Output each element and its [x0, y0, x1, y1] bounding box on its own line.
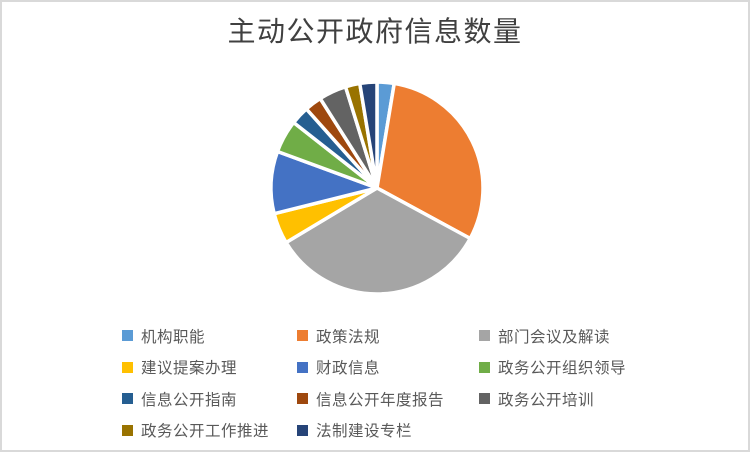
- legend-label: 政务公开组织领导: [498, 360, 627, 378]
- legend-swatch-icon: [122, 424, 133, 436]
- legend-item: 法制建设专栏: [297, 419, 479, 441]
- legend-item: 政务公开工作推进: [122, 419, 297, 441]
- legend-label: 信息公开指南: [141, 391, 238, 409]
- legend-label: 政务公开工作推进: [141, 423, 270, 441]
- legend-item: 政务公开培训: [479, 388, 737, 410]
- legend-swatch-icon: [122, 330, 133, 342]
- legend-swatch-icon: [297, 424, 308, 436]
- legend-swatch-icon: [479, 361, 490, 373]
- legend-item: 机构职能: [122, 325, 297, 347]
- legend-swatch-icon: [297, 361, 308, 373]
- legend: 机构职能 政策法规 部门会议及解读建议提案办理 财政信息 政务公开组织领导信息公开指南 信…: [122, 320, 737, 446]
- pie-slice-2: [284, 186, 472, 296]
- legend-item: 部门会议及解读: [479, 325, 737, 347]
- pie-slice-10: [358, 80, 379, 190]
- legend-label: 财政信息: [316, 360, 381, 378]
- legend-swatch-icon: [122, 361, 133, 373]
- legend-label: 信息公开年度报告: [316, 391, 445, 409]
- legend-item: 政务公开组织领导: [479, 356, 737, 378]
- pie-slice-1: [375, 81, 485, 241]
- legend-item: 财政信息: [297, 356, 479, 378]
- legend-label: 政策法规: [316, 328, 381, 346]
- legend-label: 法制建设专栏: [316, 423, 413, 441]
- legend-swatch-icon: [122, 393, 133, 405]
- chart-title: 主动公开政府信息数量: [227, 17, 523, 48]
- legend-item: 建议提案办理: [122, 356, 297, 378]
- legend-label: 机构职能: [141, 328, 206, 346]
- legend-item: 信息公开年度报告: [297, 388, 479, 410]
- legend-item: 信息公开指南: [122, 388, 297, 410]
- legend-swatch-icon: [479, 393, 490, 405]
- legend-label: 政务公开培训: [498, 391, 595, 409]
- legend-label: 部门会议及解读: [498, 328, 611, 346]
- legend-item: 政策法规: [297, 325, 479, 347]
- legend-swatch-icon: [297, 330, 308, 342]
- legend-swatch-icon: [479, 330, 490, 342]
- legend-swatch-icon: [297, 393, 308, 405]
- legend-label: 建议提案办理: [141, 360, 238, 378]
